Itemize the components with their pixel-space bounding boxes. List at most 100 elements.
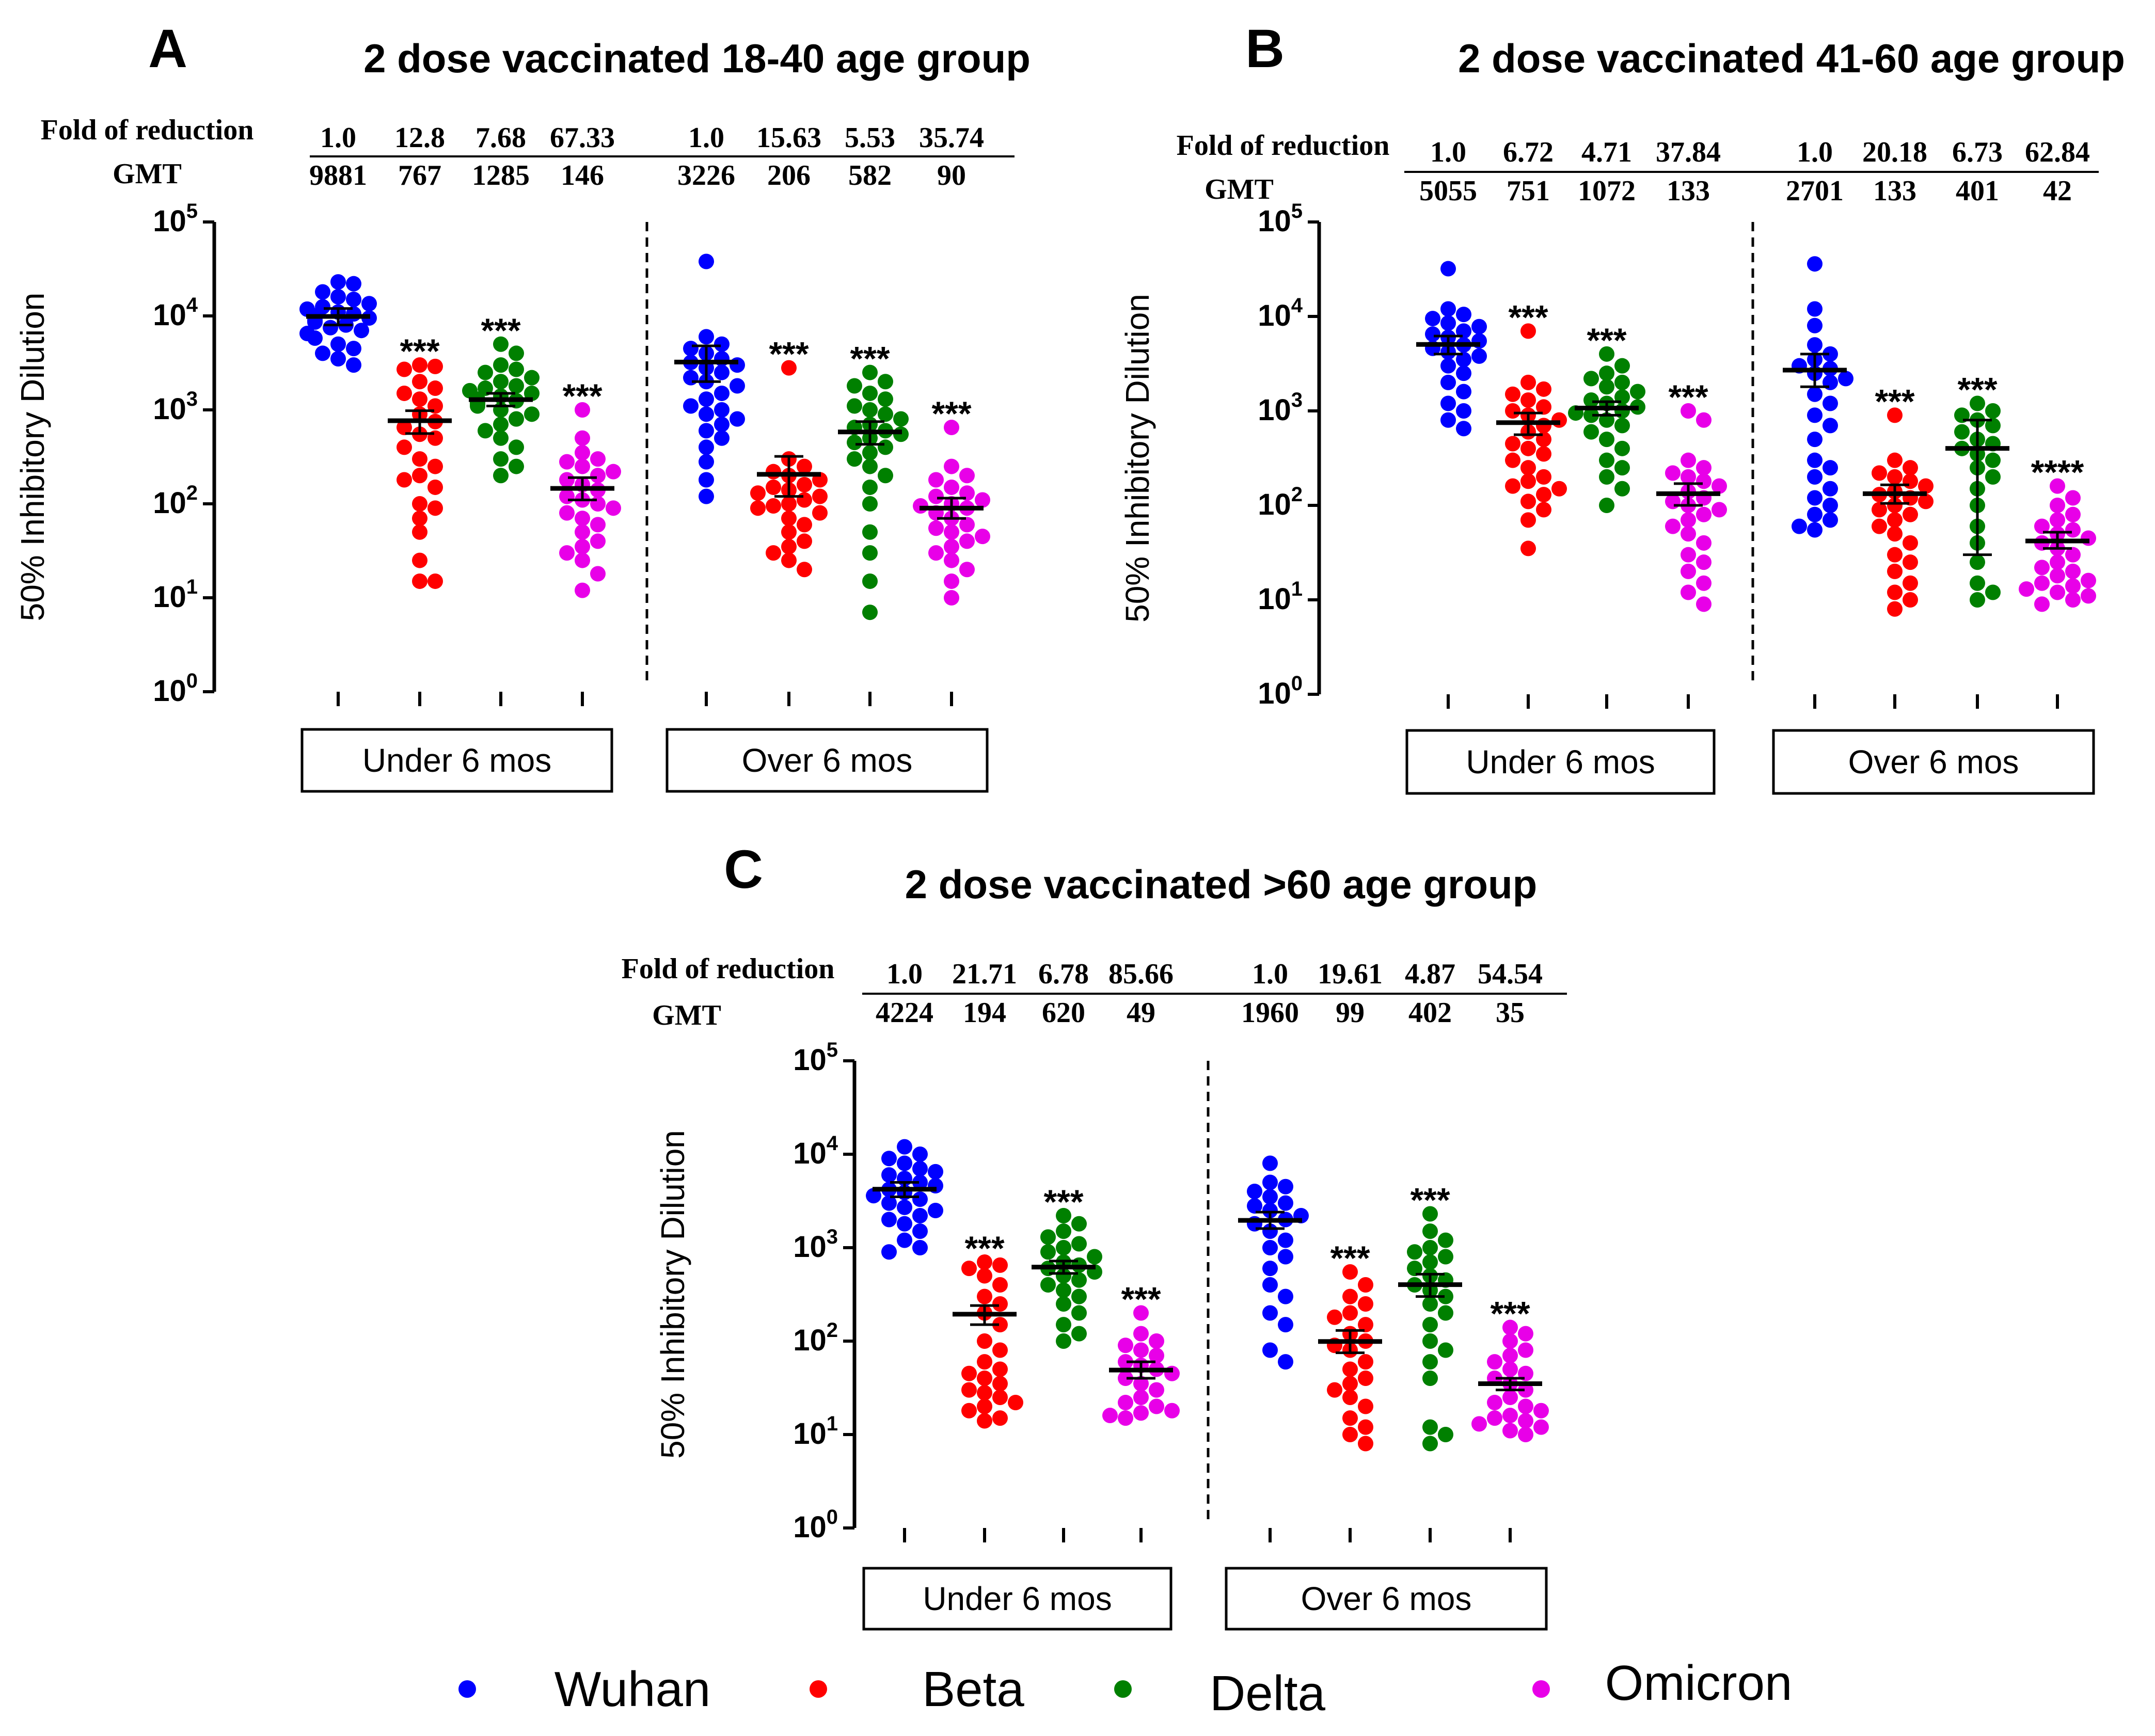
data-point xyxy=(1872,502,1887,518)
group-label: Under 6 mos xyxy=(362,742,551,779)
data-point xyxy=(699,329,714,345)
data-point xyxy=(766,464,781,480)
y-tick-label: 102 xyxy=(153,482,198,520)
data-point xyxy=(2019,581,2034,597)
data-point xyxy=(1456,352,1471,368)
data-point xyxy=(1985,403,2001,419)
data-point xyxy=(1903,473,1918,489)
y-tick-label: 100 xyxy=(1258,672,1303,710)
data-point xyxy=(959,533,975,549)
data-point xyxy=(1502,1333,1518,1349)
data-point xyxy=(881,1151,897,1167)
data-point xyxy=(590,468,606,484)
data-point xyxy=(1056,1333,1071,1349)
data-point xyxy=(992,1277,1008,1293)
data-point xyxy=(1262,1277,1278,1293)
fold-value: 85.66 xyxy=(1108,958,1174,990)
data-point xyxy=(493,336,509,352)
data-point xyxy=(912,1208,928,1224)
data-point xyxy=(1502,1348,1518,1364)
series-beta: 12.8 767 *** xyxy=(388,122,452,706)
data-point xyxy=(1614,374,1630,390)
data-point xyxy=(1536,381,1551,397)
series-beta: 21.71 194 *** xyxy=(952,958,1023,1542)
gmt-value: 2701 xyxy=(1786,175,1844,207)
data-point xyxy=(1247,1184,1262,1200)
data-point xyxy=(878,439,893,455)
data-point xyxy=(2050,568,2065,584)
data-point xyxy=(1456,365,1471,381)
y-tick-label: 101 xyxy=(153,576,198,614)
data-point xyxy=(1456,421,1471,437)
data-point xyxy=(1262,1240,1278,1255)
data-point xyxy=(559,488,575,504)
data-point xyxy=(493,468,509,484)
fold-of-reduction-label: Fold of reduction xyxy=(41,114,254,146)
data-point xyxy=(812,488,828,504)
data-point xyxy=(346,341,361,357)
data-point xyxy=(2050,498,2065,513)
data-point xyxy=(1502,1319,1518,1335)
data-point xyxy=(699,253,714,269)
data-point xyxy=(1118,1354,1133,1370)
data-point xyxy=(1008,1395,1023,1411)
series-beta: 20.18 133 *** xyxy=(1862,136,1934,709)
data-point xyxy=(977,1254,992,1270)
data-point xyxy=(1422,1419,1438,1435)
data-point xyxy=(509,439,524,455)
gmt-value: 4224 xyxy=(876,997,933,1029)
series-omicron: 67.33 146 *** xyxy=(550,122,621,706)
y-tick-label: 100 xyxy=(153,670,198,708)
fold-value: 12.8 xyxy=(394,122,445,154)
series-omicron: 54.54 35 *** xyxy=(1471,958,1549,1542)
data-point xyxy=(1583,424,1599,440)
data-point xyxy=(1887,452,1903,468)
data-point xyxy=(992,1410,1008,1426)
data-point xyxy=(1887,547,1903,563)
data-point xyxy=(2081,530,2096,546)
data-point xyxy=(912,1146,928,1162)
data-point xyxy=(1456,384,1471,400)
y-tick-base: 10 xyxy=(1258,677,1291,710)
gmt-value: 146 xyxy=(561,160,604,192)
data-point xyxy=(330,351,346,367)
y-tick-label: 104 xyxy=(153,294,198,332)
data-point xyxy=(354,323,369,339)
data-point xyxy=(2034,575,2050,591)
data-point xyxy=(1599,379,1614,395)
data-point xyxy=(1118,1371,1133,1387)
gmt-value: 90 xyxy=(937,160,966,192)
data-point xyxy=(1471,1416,1487,1432)
y-tick-base: 10 xyxy=(153,580,186,614)
data-point xyxy=(524,406,540,422)
data-point xyxy=(1807,301,1823,317)
series-wuhan: 1.0 4224 xyxy=(866,958,943,1542)
data-point xyxy=(478,364,493,380)
data-point xyxy=(1903,460,1918,476)
data-point xyxy=(470,398,485,414)
y-tick-base: 10 xyxy=(153,298,186,332)
y-tick-base: 10 xyxy=(1258,488,1291,521)
group-label: Under 6 mos xyxy=(923,1580,1112,1617)
data-point xyxy=(2065,506,2081,522)
y-tick-exp: 4 xyxy=(186,294,198,316)
gmt-value: 620 xyxy=(1042,997,1085,1029)
y-tick-exp: 4 xyxy=(1291,294,1303,317)
data-point xyxy=(1807,407,1823,423)
data-point xyxy=(1056,1296,1071,1312)
y-tick-exp: 0 xyxy=(186,670,198,692)
data-point xyxy=(714,402,730,418)
data-point xyxy=(961,1365,977,1381)
data-point xyxy=(1520,460,1536,476)
data-point xyxy=(1040,1229,1056,1245)
data-point xyxy=(1342,1305,1358,1321)
legend-marker-delta xyxy=(1114,1680,1132,1698)
data-point xyxy=(1887,469,1903,485)
y-tick-label: 103 xyxy=(153,388,198,426)
y-tick-base: 10 xyxy=(793,1043,827,1077)
data-point xyxy=(1599,346,1614,362)
gmt-value: 133 xyxy=(1873,175,1916,207)
fold-value: 7.68 xyxy=(476,122,526,154)
data-point xyxy=(1681,403,1696,419)
data-point xyxy=(1599,452,1614,468)
